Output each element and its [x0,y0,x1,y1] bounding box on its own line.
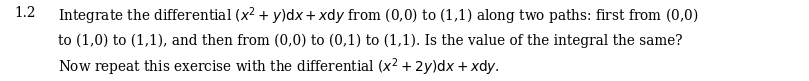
Text: 1.2: 1.2 [15,6,36,20]
Text: Integrate the differential $(x^2 +y)\mathrm{d}x+x\mathrm{d}y$ from (0,0) to (1,1: Integrate the differential $(x^2 +y)\mat… [58,6,699,78]
